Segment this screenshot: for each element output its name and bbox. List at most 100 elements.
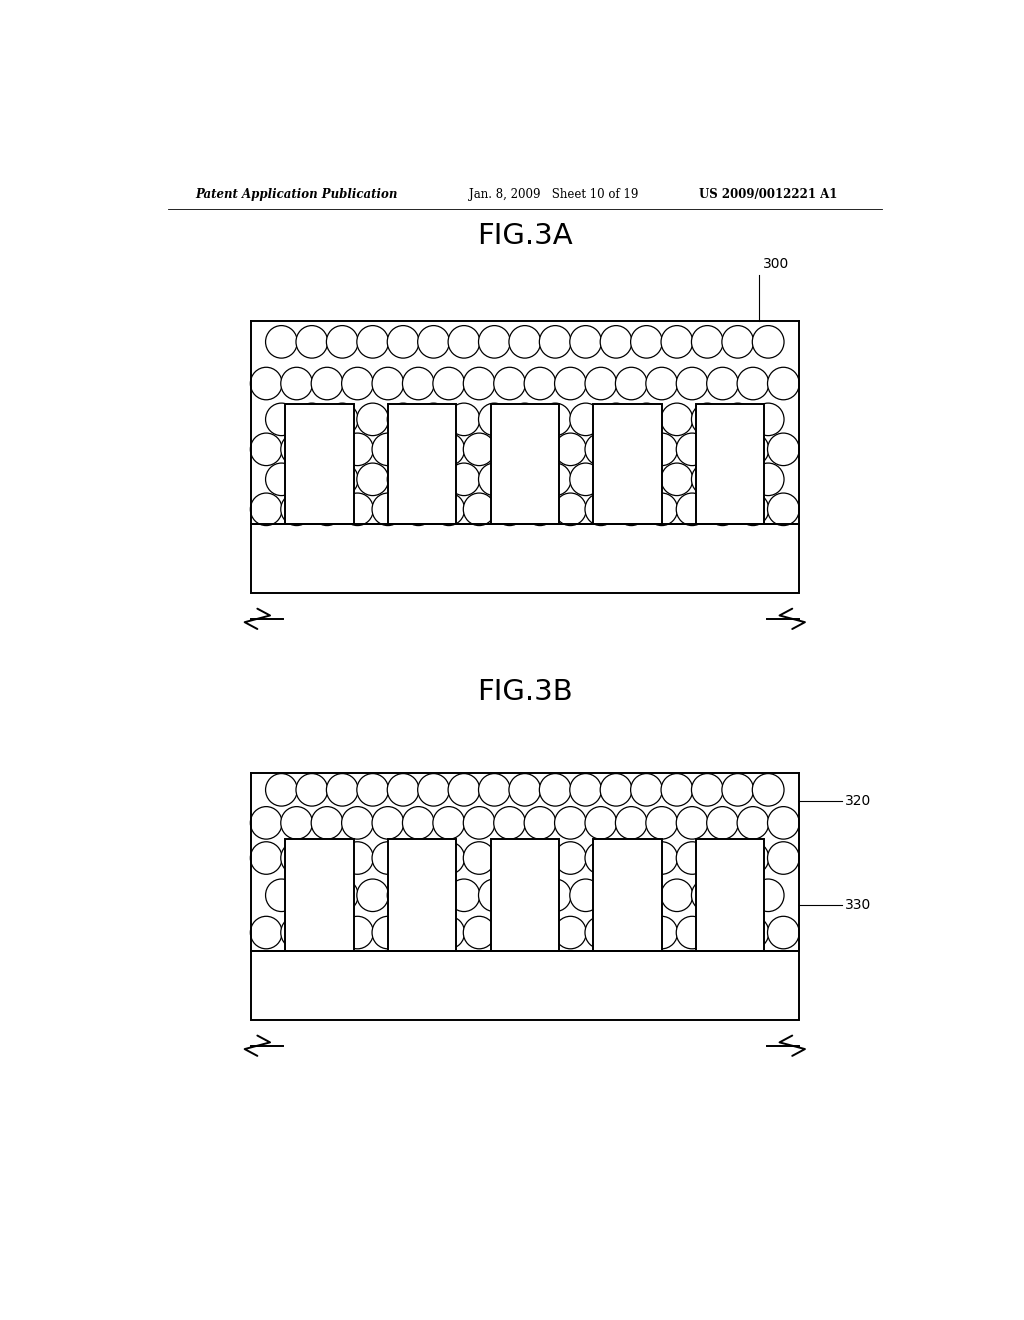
Text: Jan. 8, 2009   Sheet 10 of 19: Jan. 8, 2009 Sheet 10 of 19 [469, 189, 639, 202]
Text: 320: 320 [845, 795, 870, 808]
Ellipse shape [676, 494, 708, 525]
Ellipse shape [327, 774, 358, 807]
Ellipse shape [281, 367, 312, 400]
Ellipse shape [433, 494, 465, 525]
Ellipse shape [449, 326, 480, 358]
Ellipse shape [387, 326, 419, 358]
Ellipse shape [463, 367, 495, 400]
Ellipse shape [478, 463, 510, 495]
Ellipse shape [631, 403, 663, 436]
Ellipse shape [478, 403, 510, 436]
Ellipse shape [540, 879, 571, 912]
Bar [388, 840, 457, 952]
Ellipse shape [509, 774, 541, 807]
Ellipse shape [509, 879, 541, 912]
Ellipse shape [662, 774, 693, 807]
Ellipse shape [524, 433, 556, 466]
Ellipse shape [524, 367, 556, 400]
Ellipse shape [433, 433, 465, 466]
Ellipse shape [327, 463, 358, 495]
Ellipse shape [768, 916, 800, 949]
Ellipse shape [402, 807, 434, 840]
Bar [388, 404, 457, 524]
Bar [490, 840, 559, 952]
Ellipse shape [662, 403, 693, 436]
Ellipse shape [722, 879, 754, 912]
Bar [696, 404, 764, 524]
Ellipse shape [449, 774, 480, 807]
Ellipse shape [418, 326, 450, 358]
Ellipse shape [494, 807, 525, 840]
Ellipse shape [311, 807, 343, 840]
Ellipse shape [463, 433, 495, 466]
Ellipse shape [265, 403, 297, 436]
Ellipse shape [569, 774, 601, 807]
Ellipse shape [768, 494, 800, 525]
Ellipse shape [600, 403, 632, 436]
Ellipse shape [433, 807, 465, 840]
Ellipse shape [691, 463, 723, 495]
Ellipse shape [250, 494, 282, 525]
Ellipse shape [600, 879, 632, 912]
Ellipse shape [311, 842, 343, 874]
Ellipse shape [646, 807, 678, 840]
Ellipse shape [342, 842, 374, 874]
Ellipse shape [509, 326, 541, 358]
Bar [388, 404, 457, 524]
Ellipse shape [691, 403, 723, 436]
Ellipse shape [327, 879, 358, 912]
Ellipse shape [281, 433, 312, 466]
Ellipse shape [296, 463, 328, 495]
Ellipse shape [722, 774, 754, 807]
Ellipse shape [676, 433, 708, 466]
Ellipse shape [372, 842, 403, 874]
Ellipse shape [327, 403, 358, 436]
Ellipse shape [478, 879, 510, 912]
Ellipse shape [615, 433, 647, 466]
Ellipse shape [737, 367, 769, 400]
Ellipse shape [737, 916, 769, 949]
Ellipse shape [585, 433, 616, 466]
Ellipse shape [540, 463, 571, 495]
Ellipse shape [615, 807, 647, 840]
Ellipse shape [402, 494, 434, 525]
Ellipse shape [631, 326, 663, 358]
Ellipse shape [707, 433, 738, 466]
Ellipse shape [585, 916, 616, 949]
Ellipse shape [265, 463, 297, 495]
Ellipse shape [662, 879, 693, 912]
Ellipse shape [615, 842, 647, 874]
Text: FIG.3A: FIG.3A [477, 222, 572, 249]
Bar [286, 840, 353, 952]
Ellipse shape [387, 463, 419, 495]
Ellipse shape [600, 463, 632, 495]
Bar [490, 404, 559, 524]
Text: Patent Application Publication: Patent Application Publication [196, 189, 398, 202]
Ellipse shape [737, 842, 769, 874]
Ellipse shape [250, 916, 282, 949]
Ellipse shape [387, 774, 419, 807]
Ellipse shape [418, 879, 450, 912]
Ellipse shape [524, 916, 556, 949]
Ellipse shape [494, 433, 525, 466]
Ellipse shape [356, 403, 388, 436]
Ellipse shape [494, 916, 525, 949]
Ellipse shape [265, 774, 297, 807]
Ellipse shape [265, 326, 297, 358]
Ellipse shape [737, 433, 769, 466]
Ellipse shape [707, 842, 738, 874]
Ellipse shape [402, 433, 434, 466]
Ellipse shape [555, 842, 587, 874]
Ellipse shape [250, 842, 282, 874]
Ellipse shape [737, 807, 769, 840]
Ellipse shape [387, 403, 419, 436]
Ellipse shape [433, 367, 465, 400]
Ellipse shape [737, 494, 769, 525]
Ellipse shape [402, 916, 434, 949]
Ellipse shape [342, 807, 374, 840]
Ellipse shape [372, 494, 403, 525]
Ellipse shape [753, 463, 784, 495]
Ellipse shape [372, 807, 403, 840]
Ellipse shape [296, 879, 328, 912]
Bar [593, 404, 662, 524]
